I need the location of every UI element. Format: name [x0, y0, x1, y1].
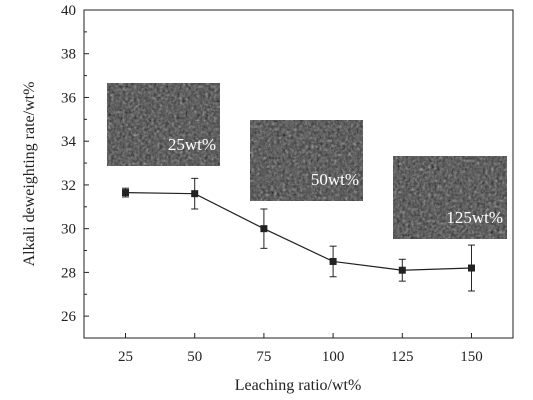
- data-point: [467, 264, 475, 272]
- y-tick-label: 32: [61, 178, 76, 194]
- sem-inset-label: 50wt%: [311, 170, 359, 189]
- data-series: [122, 177, 475, 292]
- data-point: [398, 266, 406, 274]
- sem-inset-texture: [393, 156, 507, 239]
- x-axis-title: Leaching ratio/wt%: [235, 377, 362, 394]
- sem-inset: 25wt%: [107, 83, 220, 166]
- y-tick-label: 40: [61, 3, 76, 19]
- x-tick-label: 25: [118, 349, 133, 365]
- series-line: [125, 191, 472, 271]
- x-tick-label: 125: [391, 349, 414, 365]
- y-tick-label: 30: [61, 222, 76, 238]
- y-axis-ticks: 26 28 30 32 34 36 38 40: [61, 3, 89, 339]
- x-tick-label: 100: [322, 349, 345, 365]
- x-tick-label: 50: [187, 349, 202, 365]
- y-tick-label: 34: [61, 134, 77, 150]
- x-tick-label: 150: [460, 349, 483, 365]
- sem-insets: 25wt% 50wt% 125wt%: [107, 83, 507, 239]
- data-point: [260, 225, 268, 233]
- data-point: [122, 189, 130, 197]
- y-tick-label: 26: [61, 309, 77, 325]
- data-point: [329, 257, 337, 265]
- sem-inset-label: 125wt%: [446, 208, 503, 227]
- sem-inset: 125wt%: [393, 156, 507, 239]
- y-tick-label: 38: [61, 47, 76, 63]
- x-tick-label: 75: [256, 349, 271, 365]
- sem-inset-texture: [107, 83, 220, 166]
- y-axis-title: Alkali deweighting rate/wt%: [21, 82, 38, 267]
- y-tick-label: 36: [61, 90, 77, 106]
- data-point: [191, 190, 199, 198]
- y-tick-label: 28: [61, 265, 76, 281]
- sem-inset-label: 25wt%: [168, 135, 216, 154]
- plot-frame: [83, 9, 514, 339]
- x-axis-ticks: 25 50 75 100 125 150: [118, 333, 483, 365]
- sem-inset-texture: [250, 120, 363, 201]
- sem-inset: 50wt%: [250, 120, 363, 201]
